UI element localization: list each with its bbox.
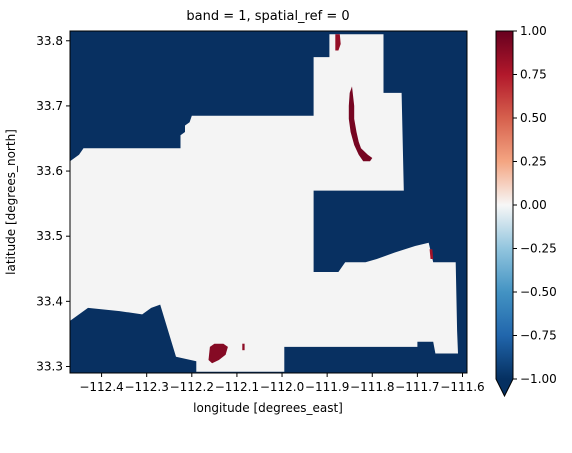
- region-zero-value: [70, 34, 458, 372]
- colorbar: −1.00 −0.75 −0.50 −0.25 0.00 0.25 0.50 0.75 1.00: [495, 24, 557, 398]
- chart-title: band = 1, spatial_ref = 0: [186, 9, 349, 24]
- colorbar-tick-label: −0.25: [520, 242, 557, 256]
- colorbar-frame: [495, 30, 514, 398]
- x-axis-label: longitude [degrees_east]: [193, 401, 343, 415]
- raster-regions: [70, 34, 458, 372]
- colorbar-tick-label: −0.50: [520, 285, 557, 299]
- y-tick-label: 33.6: [36, 164, 63, 178]
- x-tick-label: −112.4: [79, 380, 123, 394]
- x-tick-label: −112.3: [124, 380, 168, 394]
- region-high-value: [242, 343, 245, 351]
- plot-area: [69, 30, 468, 374]
- x-tick-label: −112.2: [170, 380, 214, 394]
- colorbar-tick-label: 0.50: [520, 111, 547, 125]
- x-tick-label: −112.0: [260, 380, 304, 394]
- colorbar-tick-label: 0.25: [520, 155, 547, 169]
- colorbar-ticks: −1.00 −0.75 −0.50 −0.25 0.00 0.25 0.50 0.75 1.00: [513, 24, 557, 386]
- y-tick-label: 33.3: [36, 359, 63, 373]
- region-high-value: [429, 249, 434, 259]
- plot-frame: [69, 30, 468, 374]
- y-axis-label: latitude [degrees_north]: [4, 129, 18, 275]
- x-axis: −112.4 −112.3 −112.2 −112.1 −112.0 −111.9 −111…: [79, 373, 485, 394]
- colorbar-tick-label: 0.75: [520, 68, 547, 82]
- x-tick-label: −111.8: [350, 380, 394, 394]
- x-tick-label: −111.9: [305, 380, 349, 394]
- region-high-value: [335, 34, 341, 51]
- colorbar-extend-min: [496, 379, 513, 396]
- colorbar-tick-label: −1.00: [520, 372, 557, 386]
- colorbar-tick-label: 1.00: [520, 24, 547, 38]
- colorbar-tick-label: −0.75: [520, 329, 557, 343]
- x-tick-label: −112.1: [215, 380, 259, 394]
- x-tick-label: −111.6: [440, 380, 484, 394]
- colorbar-tick-label: 0.00: [520, 198, 547, 212]
- y-tick-label: 33.7: [36, 99, 63, 113]
- y-tick-label: 33.8: [36, 34, 63, 48]
- colorbar-gradient: [496, 31, 513, 379]
- region-high-value: [208, 343, 228, 364]
- y-axis: 33.3 33.4 33.5 33.6 33.7 33.8: [36, 34, 70, 373]
- x-tick-label: −111.7: [395, 380, 439, 394]
- y-tick-label: 33.5: [36, 229, 63, 243]
- region-high-value: [348, 86, 373, 162]
- y-tick-label: 33.4: [36, 294, 63, 308]
